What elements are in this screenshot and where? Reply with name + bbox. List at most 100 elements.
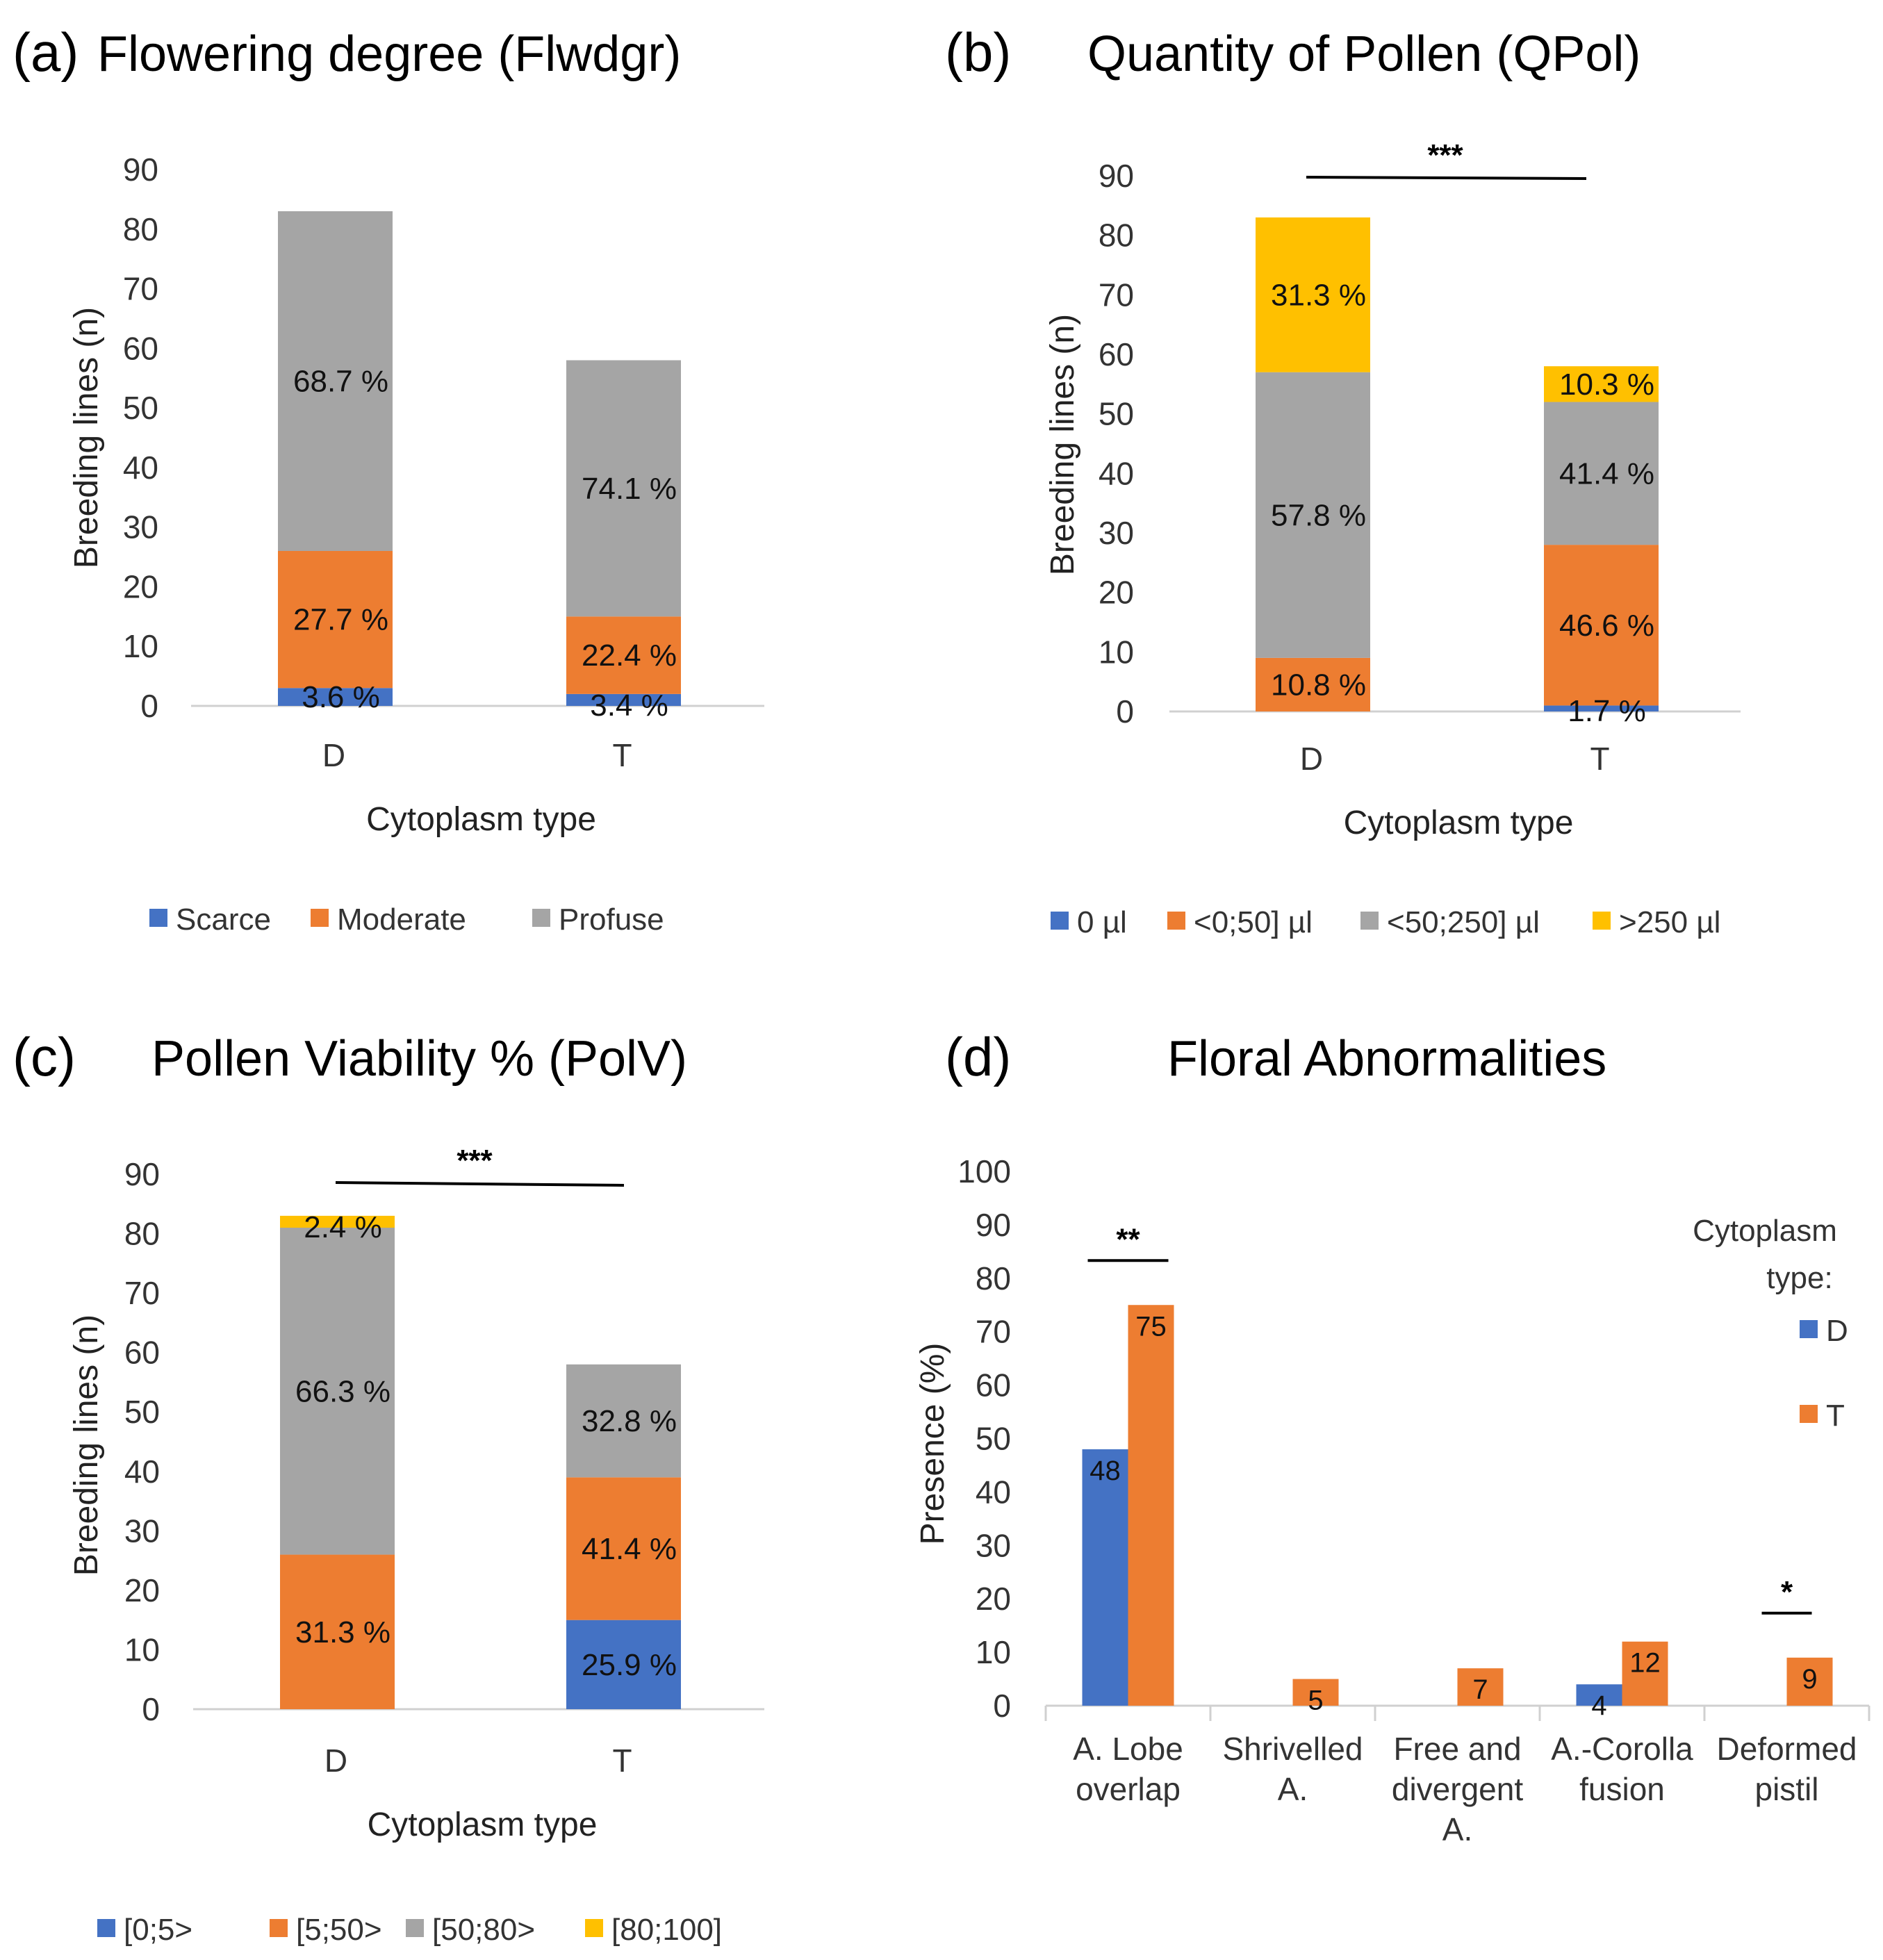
y-tick-label: 40 [976, 1474, 1011, 1510]
bar-segment [280, 1215, 395, 1228]
y-axis-title: Presence (%) [914, 1343, 951, 1545]
y-tick-label: 10 [123, 628, 158, 664]
legend-entry: Moderate [337, 903, 466, 937]
significance-marker: * [1781, 1575, 1793, 1609]
data-label: 4 [1591, 1690, 1606, 1721]
data-label: 5 [1308, 1686, 1323, 1716]
data-label: 41.4 % [1559, 456, 1654, 491]
y-tick-label: 100 [957, 1153, 1011, 1189]
chart-panel-3: (c) Pollen Viability % (PolV) 0 10 20 30 40 50 6… [13, 1026, 764, 1947]
y-tick-label: 70 [1099, 277, 1134, 313]
x-axis-title: Cytoplasm type [368, 1806, 598, 1843]
chart-title: Floral Abnormalities [1167, 1031, 1606, 1087]
x-tick-label: fusion [1579, 1771, 1665, 1807]
panel-label: (d) [945, 1026, 1011, 1087]
bar-segment [566, 1620, 681, 1709]
x-axis-title: Cytoplasm type [1344, 805, 1574, 841]
data-label: 22.4 % [582, 639, 677, 673]
y-tick-label: 0 [142, 1691, 160, 1727]
y-tick-label: 80 [1099, 217, 1134, 254]
y-axis-title: Breeding lines (n) [68, 307, 105, 568]
bar-segment [1256, 217, 1370, 372]
legend-swatch [1167, 912, 1185, 930]
significance-marker: *** [457, 1144, 493, 1178]
data-label: 66.3 % [295, 1374, 390, 1408]
significance-marker: ** [1116, 1222, 1140, 1256]
x-tick-label: D [322, 737, 345, 773]
x-tick-label: Shrivelled [1223, 1731, 1363, 1767]
legend-title: type: [1766, 1261, 1832, 1295]
legend-entry: >250 µl [1619, 905, 1720, 939]
legend-swatch [1360, 912, 1379, 930]
data-label: 10.8 % [1271, 668, 1366, 702]
y-tick-label: 50 [976, 1421, 1011, 1457]
bar-segment [1544, 545, 1659, 706]
bar-segment [1256, 657, 1370, 711]
y-tick-label: 20 [976, 1581, 1011, 1617]
legend-swatch [149, 909, 167, 927]
panel-label: (c) [13, 1026, 76, 1087]
legend-entry: 0 µl [1077, 905, 1127, 939]
y-tick-label: 20 [1099, 575, 1134, 611]
legend-entry: Profuse [559, 903, 664, 937]
y-tick-label: 10 [976, 1634, 1011, 1670]
significance-line [335, 1181, 625, 1187]
bar-segment [1544, 705, 1659, 711]
bar [1786, 1657, 1833, 1706]
legend-swatch [1051, 912, 1069, 930]
bar-segment [278, 211, 393, 551]
y-tick-label: 90 [1099, 158, 1134, 194]
y-tick-label: 60 [1099, 336, 1134, 372]
y-tick-label: 90 [976, 1207, 1011, 1243]
y-tick-label: 70 [123, 271, 158, 307]
y-tick-label: 0 [1116, 693, 1134, 730]
chart-panel-1: (a) Flowering degree (Flwdgr) 0 10 20 30 40 50 6… [13, 22, 764, 937]
y-tick-label: 80 [124, 1216, 160, 1252]
bar-segment [1256, 372, 1370, 658]
x-tick-label: overlap [1076, 1771, 1181, 1807]
bar [1576, 1684, 1622, 1706]
x-tick-label: D [1300, 741, 1323, 777]
data-label: 68.7 % [293, 365, 388, 399]
chart-title: Flowering degree (Flwdgr) [97, 26, 681, 82]
y-tick-label: 10 [124, 1631, 160, 1667]
data-label: 25.9 % [582, 1648, 677, 1682]
chart-panel-4: (d) Floral Abnormalities 0 10 20 30 40 50 60 70 80… [914, 1026, 1870, 1847]
chart-title: Quantity of Pollen (QPol) [1087, 26, 1641, 82]
y-tick-label: 20 [124, 1572, 160, 1608]
x-tick-label: A. [1278, 1771, 1308, 1807]
data-label: 57.8 % [1271, 498, 1366, 532]
legend-entry: [80;100] [611, 1913, 722, 1947]
legend-entry: T [1826, 1399, 1845, 1433]
bar-segment [278, 688, 393, 706]
data-label: 2.4 % [304, 1210, 382, 1244]
y-tick-label: 50 [123, 390, 158, 426]
legend-entry: [5;50> [296, 1913, 382, 1947]
x-tick-label: T [612, 1743, 632, 1779]
panel-label: (b) [945, 22, 1011, 83]
data-label: 9 [1802, 1664, 1817, 1695]
data-label: 31.3 % [1271, 278, 1366, 312]
y-tick-label: 30 [976, 1527, 1011, 1563]
bar-segment [566, 616, 681, 694]
bar-segment [566, 693, 681, 706]
y-tick-label: 60 [124, 1335, 160, 1371]
data-label: 27.7 % [293, 603, 388, 637]
y-tick-label: 20 [123, 568, 158, 604]
legend-swatch [532, 909, 550, 927]
x-tick-label: Deformed [1717, 1731, 1857, 1767]
chart-panel-2: (b) Quantity of Pollen (QPol) 0 10 20 30 40 50 6… [945, 22, 1741, 939]
y-axis-title: Breeding lines (n) [68, 1315, 105, 1576]
y-tick-label: 90 [123, 151, 158, 188]
y-tick-label: 30 [123, 509, 158, 545]
x-tick-label: divergent [1392, 1771, 1523, 1807]
bar-segment [280, 1554, 395, 1709]
y-tick-label: 40 [123, 450, 158, 486]
legend-entry: Scarce [176, 903, 271, 937]
x-tick-label: pistil [1754, 1771, 1818, 1807]
x-tick-label: T [612, 737, 632, 773]
data-label: 3.4 % [590, 689, 668, 723]
bar-segment [1544, 366, 1659, 402]
bar-segment [280, 1228, 395, 1555]
data-label: 7 [1472, 1674, 1488, 1705]
